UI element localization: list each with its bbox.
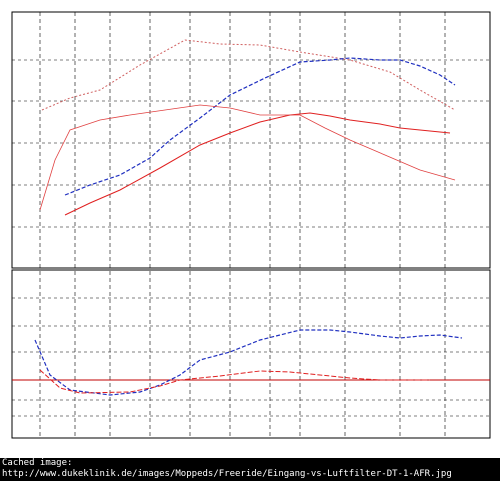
caption-label: Cached image: (2, 458, 73, 468)
curve (41, 39, 456, 111)
dyno-chart-image (0, 0, 500, 458)
curve (39, 104, 456, 211)
lower-panel (11, 269, 491, 439)
caption-url[interactable]: http://www.dukeklinik.de/images/Moppeds/… (2, 469, 452, 479)
upper-panel (11, 11, 491, 269)
curves (12, 39, 490, 396)
background (0, 0, 500, 458)
caption: Cached image: http://www.dukeklinik.de/i… (0, 458, 500, 481)
curve (64, 57, 456, 196)
grid (12, 12, 490, 438)
curve (39, 369, 430, 394)
curve (34, 329, 463, 396)
